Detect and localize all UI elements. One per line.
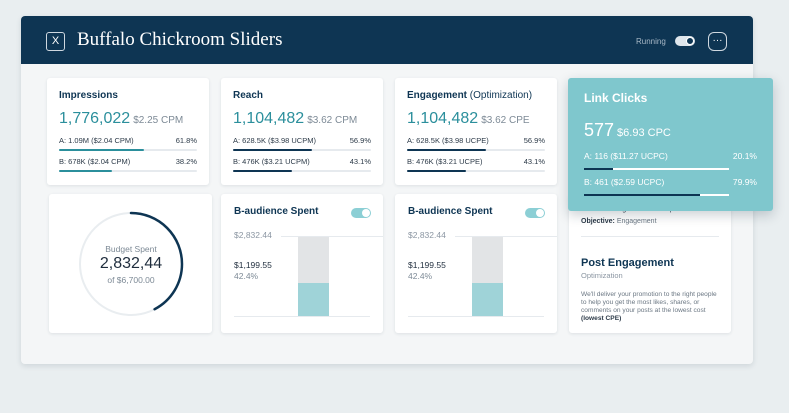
engagement-value: 1,104,482 $3.62 CPE	[407, 110, 530, 127]
reach-a-row: A: 628.5K ($3.98 UCPM) 56.9%	[233, 136, 371, 145]
link-clicks-a-bar	[584, 168, 729, 170]
toggle-knob	[686, 37, 694, 45]
reach-card: Reach 1,104,482 $3.62 CPM A: 628.5K ($3.9…	[221, 78, 383, 185]
b-spent-title: B-audience Spent	[234, 206, 319, 217]
link-clicks-title: Link Clicks	[584, 91, 648, 105]
engagement-a-bar	[407, 149, 545, 151]
post-engagement-card: Schedule: Aug 28 2021 – Sep 28 2021 Obje…	[569, 194, 731, 333]
baseline	[408, 316, 544, 317]
link-clicks-card[interactable]: Link Clicks 577 $6.93 CPC A: 116 ($11.27 …	[568, 78, 773, 211]
impressions-a-row: A: 1.09M ($2.04 CPM) 61.8%	[59, 136, 197, 145]
budget-value: 2,832,44	[99, 255, 163, 272]
b-spent-percent: 42.4%	[408, 271, 433, 281]
status-label: Running	[636, 37, 666, 46]
post-engagement-subtitle: Optimization	[581, 271, 623, 280]
impressions-card: Impressions 1,776,022 $2.25 CPM A: 1.09M …	[47, 78, 209, 185]
bar-fill	[584, 194, 700, 196]
engagement-b-row: B: 476K ($3.21 UCPE) 43.1%	[407, 157, 545, 166]
header-bar: X Buffalo Chickroom Sliders Running ···	[21, 16, 753, 64]
engagement-b-bar	[407, 170, 545, 172]
b-spent-card-2: B-audience Spent $2,832.44 $1,199.55 42.…	[395, 194, 557, 333]
b-spent-title: B-audience Spent	[408, 206, 493, 217]
close-button[interactable]: X	[46, 32, 65, 51]
budget-donut	[78, 211, 184, 317]
more-options-button[interactable]: ···	[708, 32, 727, 51]
divider	[455, 236, 557, 237]
b-spent-card-1: B-audience Spent $2,832.44 $1,199.55 42.…	[221, 194, 383, 333]
post-engagement-description: We'll deliver your promotion to the righ…	[581, 291, 717, 322]
link-clicks-value: 577 $6.93 CPC	[584, 120, 671, 140]
toggle-knob	[362, 209, 370, 217]
running-toggle[interactable]	[675, 36, 695, 46]
b-spent-toggle[interactable]	[351, 208, 371, 218]
impressions-b-bar	[59, 170, 197, 172]
budget-total: of $6,700.00	[107, 275, 155, 285]
reach-value: 1,104,482 $3.62 CPM	[233, 110, 358, 127]
b-spent-total: $2,832.44	[408, 230, 446, 240]
b-spent-total: $2,832.44	[234, 230, 272, 240]
donut-text: Budget Spent 2,832,44 of $6,700.00	[75, 208, 187, 320]
reach-b-row: B: 476K ($3.21 UCPM) 43.1%	[233, 157, 371, 166]
post-engagement-title: Post Engagement	[581, 257, 674, 269]
divider	[281, 236, 383, 237]
page-title: Buffalo Chickroom Sliders	[77, 29, 283, 50]
engagement-title: Engagement (Optimization)	[407, 90, 533, 101]
reach-a-bar	[233, 149, 371, 151]
divider	[581, 236, 719, 237]
bar-fill	[584, 168, 614, 170]
b-spent-percent: 42.4%	[234, 271, 259, 281]
b-spent-bar	[472, 237, 503, 316]
baseline	[234, 316, 370, 317]
link-clicks-b-bar	[584, 194, 729, 196]
objective-row: Objective: Engagement	[581, 218, 657, 225]
engagement-a-row: A: 628.5K ($3.98 UCPE) 56.9%	[407, 136, 545, 145]
engagement-card: Engagement (Optimization) 1,104,482 $3.62…	[395, 78, 557, 185]
toggle-knob	[536, 209, 544, 217]
b-spent-bar-fill	[298, 282, 329, 316]
b-spent-bar	[298, 237, 329, 316]
link-clicks-a-row: A: 116 ($11.27 UCPC) 20.1%	[584, 151, 757, 161]
link-clicks-b-row: B: 461 ($2.59 UCPC) 79.9%	[584, 177, 757, 187]
b-spent-toggle[interactable]	[525, 208, 545, 218]
b-spent-value: $1,199.55	[408, 260, 446, 270]
budget-card: Budget Spent 2,832,44 of $6,700.00	[49, 194, 212, 333]
b-spent-bar-fill	[472, 282, 503, 316]
donut-progress	[78, 211, 184, 317]
impressions-value: 1,776,022 $2.25 CPM	[59, 110, 184, 127]
reach-title: Reach	[233, 90, 264, 101]
reach-b-bar	[233, 170, 371, 172]
budget-label: Budget Spent	[105, 244, 157, 254]
b-spent-value: $1,199.55	[234, 260, 272, 270]
impressions-b-row: B: 678K ($2.04 CPM) 38.2%	[59, 157, 197, 166]
impressions-title: Impressions	[59, 90, 118, 101]
impressions-a-bar	[59, 149, 197, 151]
